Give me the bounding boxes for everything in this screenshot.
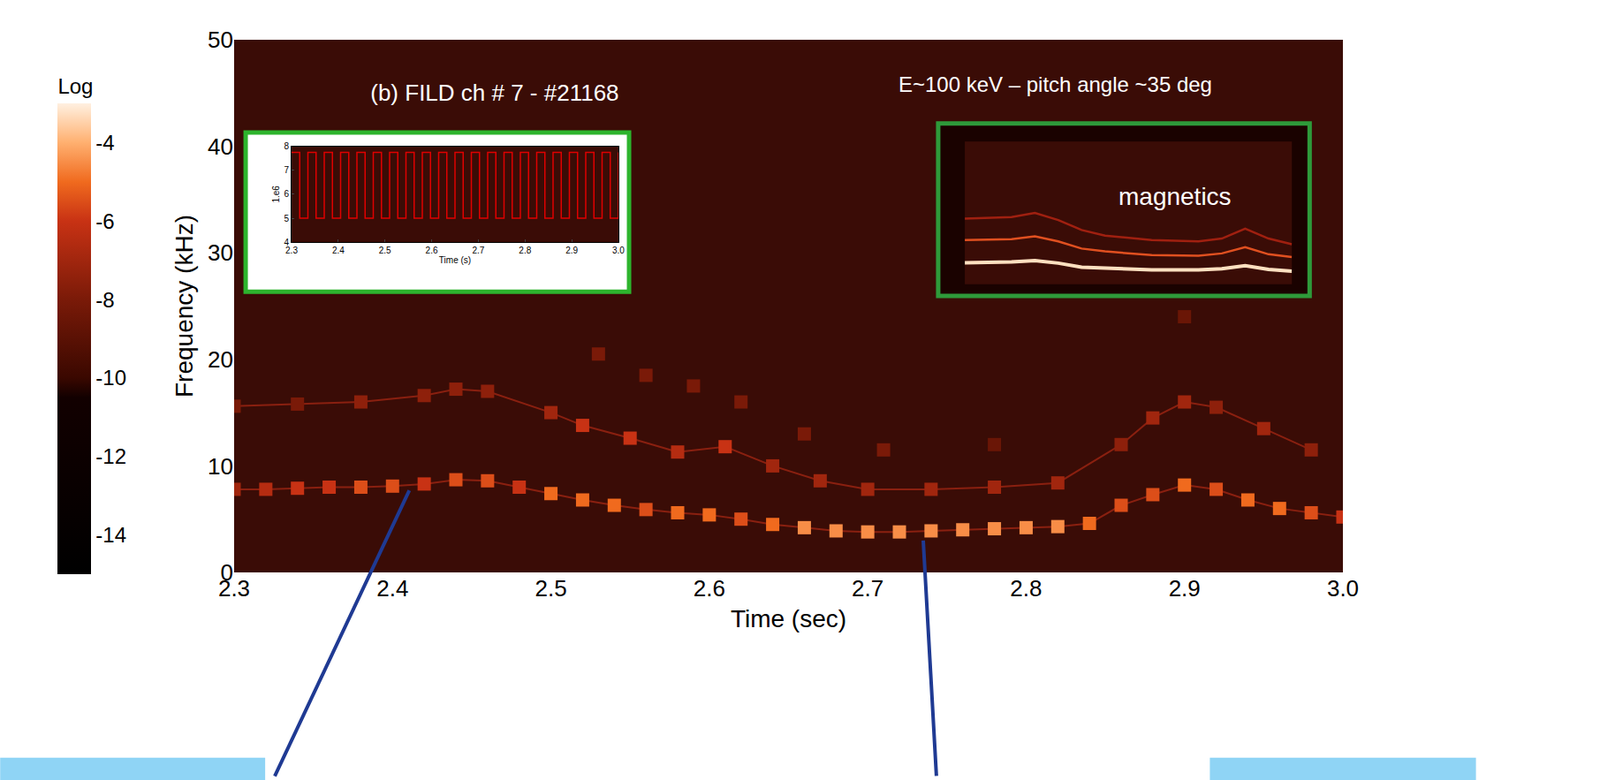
svg-text:Frequency (kHz): Frequency (kHz) bbox=[170, 214, 198, 398]
svg-text:2.4: 2.4 bbox=[376, 575, 409, 602]
svg-text:30: 30 bbox=[207, 239, 234, 266]
svg-text:2.3: 2.3 bbox=[285, 245, 298, 256]
svg-text:2.9: 2.9 bbox=[565, 245, 578, 256]
svg-text:2.8: 2.8 bbox=[518, 245, 531, 256]
svg-text:6: 6 bbox=[283, 189, 289, 199]
svg-text:magnetics: magnetics bbox=[1118, 182, 1232, 211]
svg-text:40: 40 bbox=[207, 133, 234, 160]
svg-text:-12: -12 bbox=[95, 444, 127, 469]
svg-text:-4: -4 bbox=[95, 130, 114, 155]
svg-text:2.7: 2.7 bbox=[471, 245, 485, 256]
svg-text:-14: -14 bbox=[95, 523, 127, 547]
svg-text:3.0: 3.0 bbox=[1327, 575, 1359, 602]
svg-text:7: 7 bbox=[283, 165, 289, 175]
svg-text:2.6: 2.6 bbox=[425, 245, 439, 256]
svg-text:2.3: 2.3 bbox=[218, 575, 251, 602]
svg-text:10: 10 bbox=[207, 453, 234, 480]
svg-text:3.0: 3.0 bbox=[612, 245, 625, 256]
svg-text:50: 50 bbox=[207, 26, 234, 54]
svg-text:8: 8 bbox=[283, 141, 289, 152]
svg-text:2.6: 2.6 bbox=[693, 575, 726, 602]
svg-text:2.9: 2.9 bbox=[1168, 575, 1201, 602]
svg-text:Log: Log bbox=[57, 74, 93, 99]
svg-text:1.e6: 1.e6 bbox=[271, 185, 281, 204]
svg-text:-6: -6 bbox=[95, 209, 114, 234]
svg-text:2.8: 2.8 bbox=[1009, 575, 1042, 602]
svg-text:5: 5 bbox=[283, 213, 289, 224]
svg-text:4: 4 bbox=[283, 237, 289, 248]
svg-text:Time (sec): Time (sec) bbox=[730, 605, 847, 633]
svg-text:2.5: 2.5 bbox=[534, 575, 567, 602]
svg-text:Time (s): Time (s) bbox=[439, 255, 471, 266]
svg-text:20: 20 bbox=[207, 346, 234, 373]
svg-text:-10: -10 bbox=[95, 365, 127, 390]
svg-text:-8: -8 bbox=[95, 288, 114, 312]
svg-text:2.7: 2.7 bbox=[851, 575, 884, 602]
svg-text:(b) FILD ch # 7 - #21168: (b) FILD ch # 7 - #21168 bbox=[370, 79, 619, 107]
svg-text:E~100 keV – pitch angle ~35 de: E~100 keV – pitch angle ~35 deg bbox=[898, 72, 1213, 97]
svg-text:2.4: 2.4 bbox=[332, 245, 345, 256]
svg-text:2.5: 2.5 bbox=[379, 245, 392, 256]
svg-text:0: 0 bbox=[220, 559, 234, 586]
